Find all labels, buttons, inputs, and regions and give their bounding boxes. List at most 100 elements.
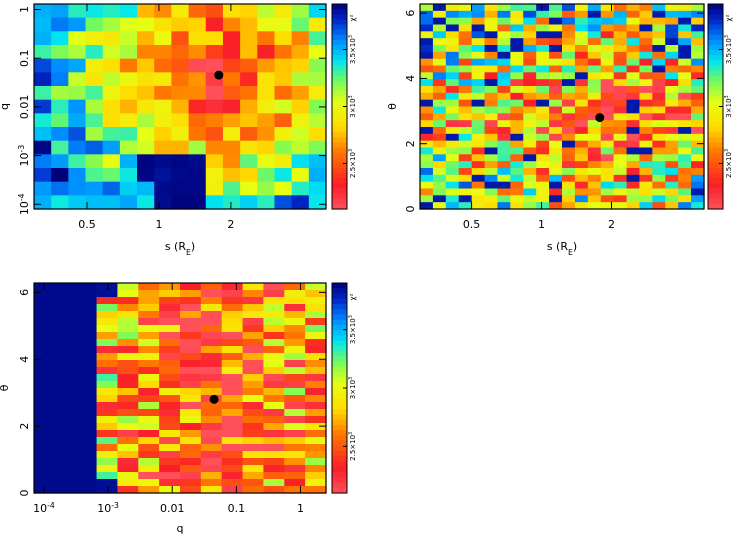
y-tick-label: 0.01 (18, 95, 31, 120)
heatmap-cell (652, 45, 666, 53)
heatmap-cell (154, 4, 173, 19)
heatmap-cell (34, 416, 56, 424)
heatmap-cell (549, 195, 563, 203)
heatmap-cell (600, 86, 615, 94)
heatmap-cell (159, 304, 181, 312)
heatmap-cell (180, 430, 202, 438)
heatmap-cell (652, 154, 666, 162)
heatmap-cell (420, 147, 434, 155)
heatmap-cell (154, 17, 173, 32)
heatmap-cell (305, 339, 327, 347)
y-tick-label: 10-4 (17, 193, 32, 215)
heatmap-cell (188, 181, 207, 196)
heatmap-cell (200, 339, 223, 347)
heatmap-cell (222, 181, 241, 196)
heatmap-cell (34, 409, 56, 417)
heatmap-cell (691, 10, 705, 19)
heatmap-cell (242, 444, 265, 452)
heatmap-cell (291, 113, 310, 128)
heatmap-cell (159, 486, 181, 494)
heatmap-cell (562, 161, 576, 169)
heatmap-cell (54, 486, 77, 494)
heatmap-cell (180, 395, 202, 403)
heatmap-cell (420, 202, 434, 210)
colorbar-segment (332, 409, 347, 415)
heatmap-cell (678, 154, 692, 162)
heatmap-cell (154, 113, 173, 128)
heatmap-cell (291, 154, 310, 169)
heatmap-cell (205, 140, 224, 155)
heatmap-cell (274, 168, 293, 183)
heatmap-cell (221, 430, 244, 438)
heatmap-cell (497, 154, 511, 162)
heatmap-cell (458, 65, 473, 73)
heatmap-cell (510, 86, 524, 94)
heatmap-cell (600, 140, 615, 149)
heatmap-cell (119, 45, 138, 60)
colorbar-segment (332, 456, 347, 463)
colorbar-segment (708, 198, 723, 205)
heatmap-cell (119, 58, 138, 73)
heatmap-cell (305, 290, 327, 298)
heatmap-cell (626, 79, 641, 87)
heatmap-cell (523, 65, 537, 73)
heatmap-cell (420, 106, 434, 114)
heatmap-cell (159, 353, 181, 361)
heatmap-cell (484, 147, 499, 155)
heatmap-cell (523, 17, 537, 26)
heatmap-cell (221, 458, 244, 466)
heatmap-cell (274, 72, 293, 87)
heatmap-cell (613, 31, 628, 39)
best-fit-marker (209, 394, 219, 404)
heatmap-cell (34, 283, 56, 291)
heatmap-cell (85, 113, 104, 128)
heatmap-cell (613, 4, 628, 12)
heatmap-cell (458, 79, 473, 87)
heatmap-cell (221, 339, 244, 347)
heatmap-cell (263, 304, 285, 312)
heatmap-cell (600, 181, 615, 190)
x-tick-label: 1 (155, 218, 162, 231)
heatmap-cell (75, 304, 98, 312)
heatmap-cell (284, 297, 306, 305)
heatmap-cell (54, 458, 77, 466)
heatmap-cell (154, 58, 173, 73)
heatmap-cell (54, 311, 77, 319)
heatmap-cell (613, 188, 628, 196)
heatmap-cell (54, 465, 77, 473)
heatmap-cell (34, 72, 52, 87)
heatmap-cell (240, 45, 258, 60)
heatmap-cell (138, 458, 160, 466)
heatmap-cell (305, 472, 327, 480)
heatmap-cell (54, 367, 77, 375)
heatmap-cell (242, 325, 265, 333)
heatmap-cell (119, 17, 138, 32)
heatmap-cell (154, 72, 173, 87)
heatmap-cell (117, 353, 139, 361)
heatmap-cell (117, 318, 139, 326)
heatmap-cell (284, 472, 306, 480)
heatmap-cell (523, 4, 537, 12)
heatmap-cell (117, 367, 139, 375)
heatmap-cell (68, 86, 87, 101)
heatmap-cell (574, 133, 589, 142)
heatmap-cell (510, 58, 524, 67)
heatmap-cell (562, 140, 576, 149)
heatmap-cell (68, 195, 87, 210)
heatmap-cell (652, 10, 666, 19)
heatmap-cell (240, 31, 258, 46)
heatmap-cell (200, 311, 223, 319)
heatmap-cell (652, 4, 666, 12)
heatmap-cell (678, 24, 692, 32)
heatmap-cell (536, 17, 550, 26)
heatmap-cell (154, 140, 173, 155)
colorbar-segment (332, 293, 347, 300)
heatmap-cell (536, 45, 550, 53)
heatmap-cell (159, 451, 181, 459)
heatmap-cell (75, 402, 98, 410)
heatmap-cell (200, 318, 223, 326)
heatmap-cell (222, 45, 241, 60)
colorbar-segment (332, 183, 347, 190)
heatmap-cell (284, 353, 306, 361)
heatmap-cell (102, 58, 121, 73)
